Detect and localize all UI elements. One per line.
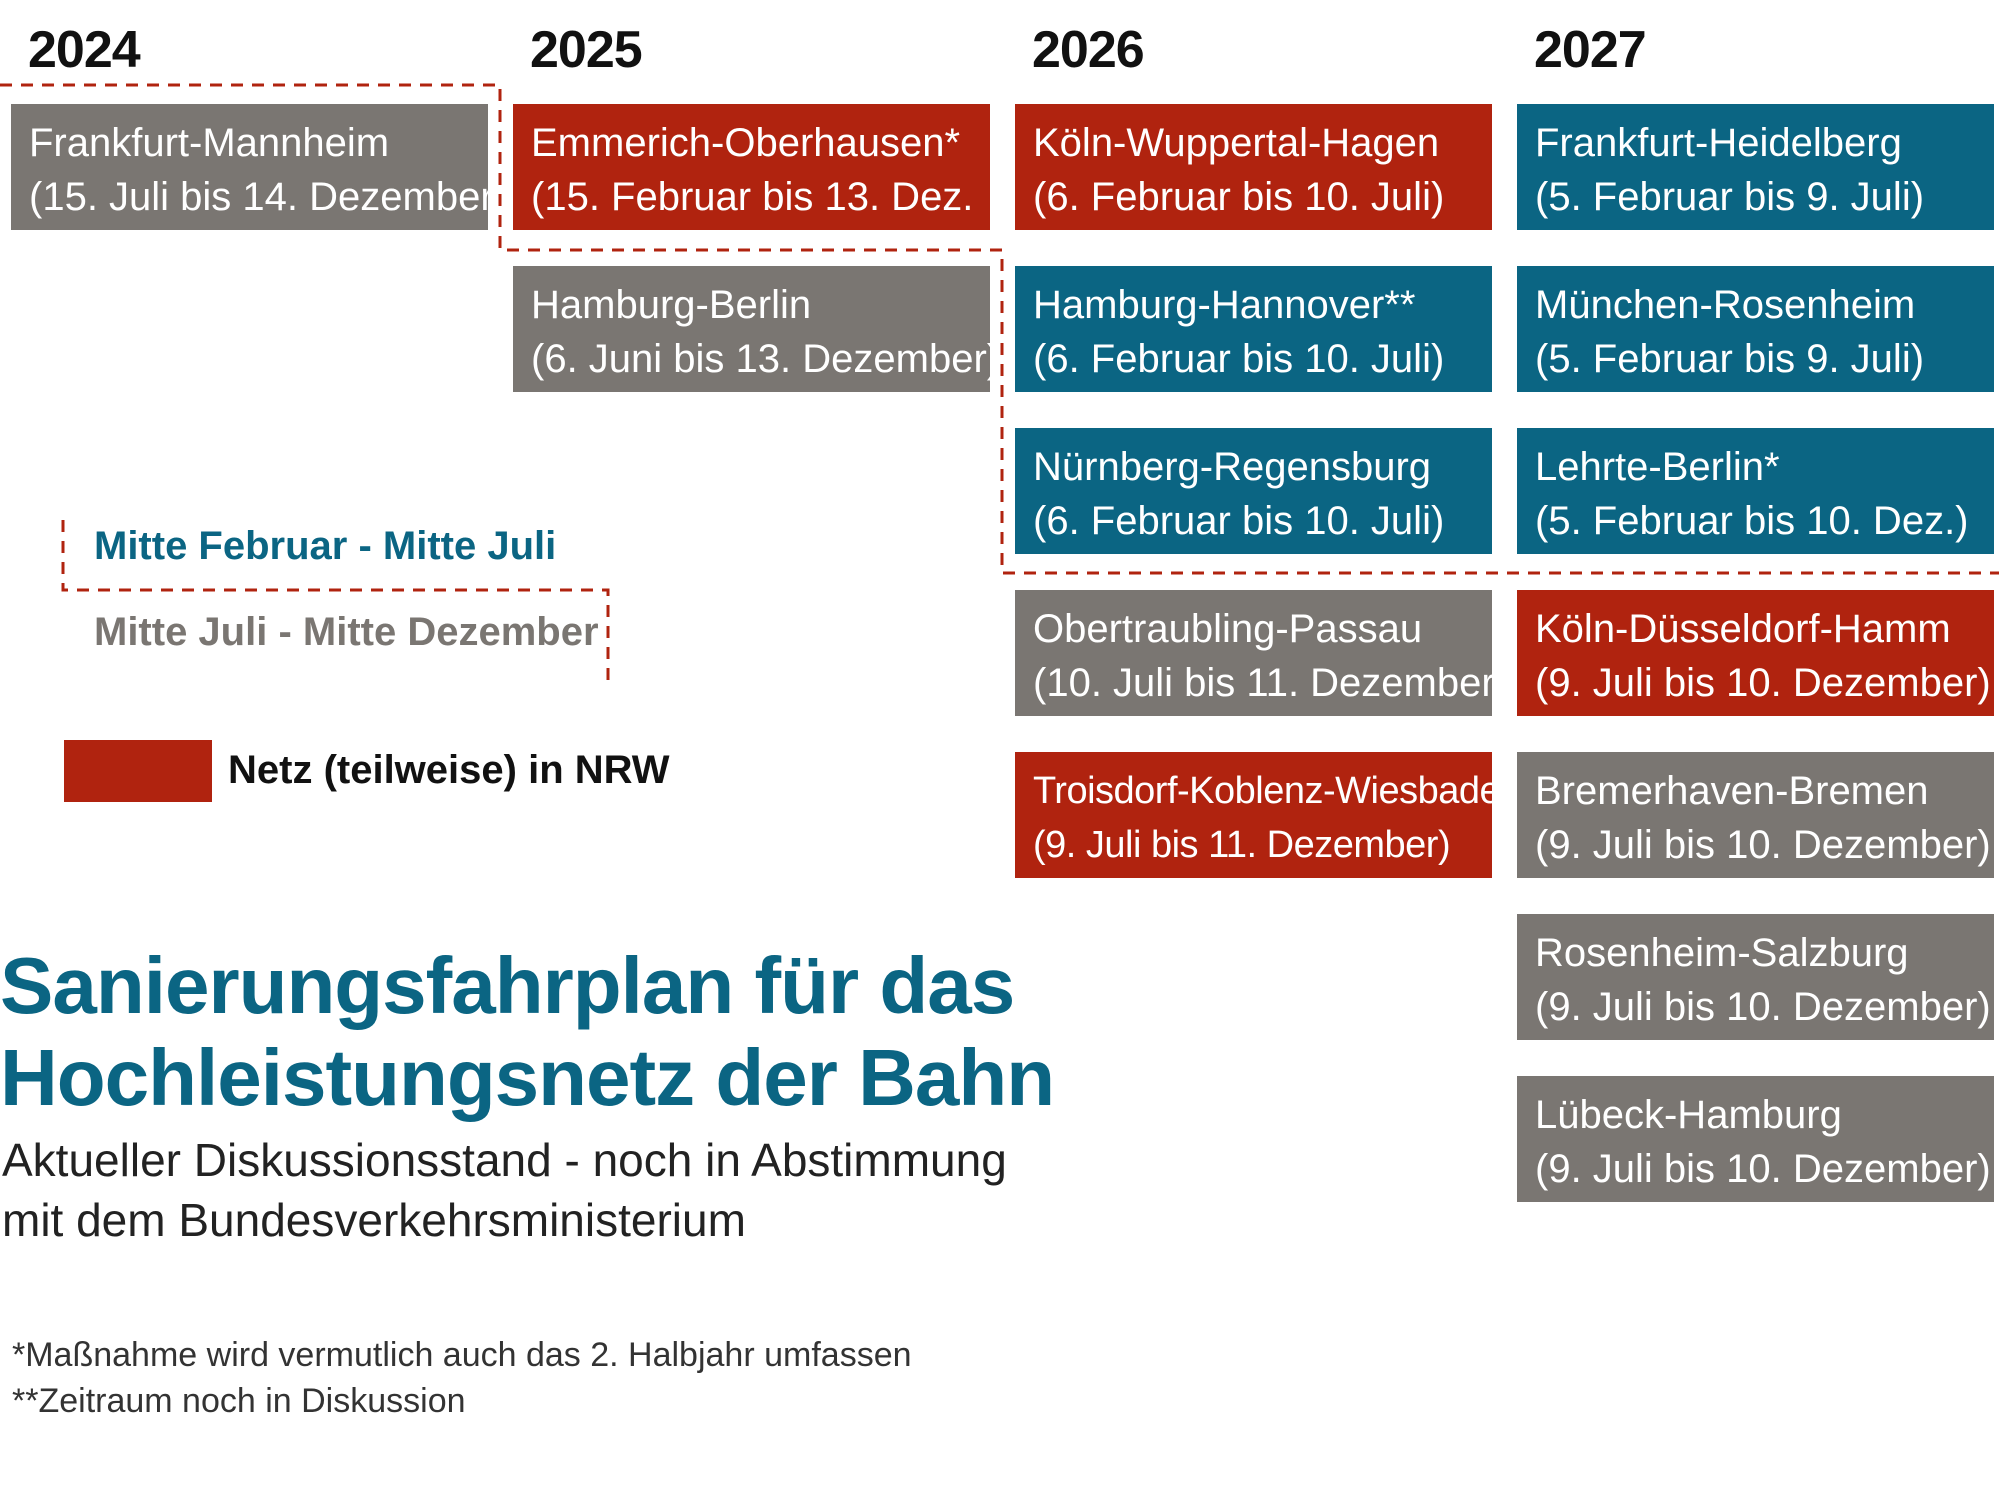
route-period: (15. Februar bis 13. Dez. xyxy=(531,175,974,219)
route-name: Troisdorf-Koblenz-Wiesbaden xyxy=(1033,770,1492,812)
legend-nrw-swatch xyxy=(64,740,212,802)
footnote-2: **Zeitraum noch in Diskussion xyxy=(12,1382,466,1420)
route-period: (15. Juli bis 14. Dezember) xyxy=(29,175,488,219)
route-box: Frankfurt-Mannheim (15. Juli bis 14. Dez… xyxy=(11,104,488,230)
route-period: (6. Februar bis 10. Juli) xyxy=(1033,337,1445,381)
page-subtitle: Aktueller Diskussionsstand - noch in Abs… xyxy=(2,1130,1007,1250)
route-box: Troisdorf-Koblenz-Wiesbaden (9. Juli bis… xyxy=(1015,752,1492,878)
route-name: Frankfurt-Mannheim xyxy=(29,121,390,165)
route-box: Lehrte-Berlin* (5. Februar bis 10. Dez.) xyxy=(1517,428,1994,554)
route-name: Hamburg-Hannover** xyxy=(1033,283,1416,327)
route-period: (9. Juli bis 10. Dezember) xyxy=(1535,985,1991,1029)
route-name: Lübeck-Hamburg xyxy=(1535,1093,1842,1137)
route-period: (6. Februar bis 10. Juli) xyxy=(1033,499,1445,543)
route-period: (9. Juli bis 10. Dezember) xyxy=(1535,1147,1991,1191)
route-box: Frankfurt-Heidelberg (5. Februar bis 9. … xyxy=(1517,104,1994,230)
route-box: Köln-Wuppertal-Hagen (6. Februar bis 10.… xyxy=(1015,104,1492,230)
route-period: (6. Juni bis 13. Dezember) xyxy=(531,337,990,381)
route-period: (5. Februar bis 9. Juli) xyxy=(1535,337,1925,381)
route-name: Lehrte-Berlin* xyxy=(1535,445,1780,489)
route-box: Hamburg-Berlin (6. Juni bis 13. Dezember… xyxy=(513,266,990,392)
route-box: Emmerich-Oberhausen* (15. Februar bis 13… xyxy=(513,104,990,230)
route-period: (10. Juli bis 11. Dezember) xyxy=(1033,661,1492,705)
route-box: Rosenheim-Salzburg (9. Juli bis 10. Deze… xyxy=(1517,914,1994,1040)
route-box: Bremerhaven-Bremen (9. Juli bis 10. Deze… xyxy=(1517,752,1994,878)
title-line-1: Sanierungsfahrplan für das xyxy=(0,941,1015,1030)
year-2026: 2026 xyxy=(1032,21,1145,79)
legend-second-half: Mitte Juli - Mitte Dezember xyxy=(94,610,599,654)
route-name: Hamburg-Berlin xyxy=(531,283,812,327)
page-title: Sanierungsfahrplan für das Hochleistungs… xyxy=(0,940,1055,1124)
route-period: (5. Februar bis 10. Dez.) xyxy=(1535,499,1969,543)
route-box: Obertraubling-Passau (10. Juli bis 11. D… xyxy=(1015,590,1492,716)
route-box: Nürnberg-Regensburg (6. Februar bis 10. … xyxy=(1015,428,1492,554)
route-period: (9. Juli bis 10. Dezember) xyxy=(1535,661,1991,705)
route-box: Lübeck-Hamburg (9. Juli bis 10. Dezember… xyxy=(1517,1076,1994,1202)
route-name: Bremerhaven-Bremen xyxy=(1535,769,1929,813)
route-name: Emmerich-Oberhausen* xyxy=(531,121,961,165)
footnotes: *Maßnahme wird vermutlich auch das 2. Ha… xyxy=(12,1332,912,1424)
route-box: München-Rosenheim (5. Februar bis 9. Jul… xyxy=(1517,266,1994,392)
route-period: (5. Februar bis 9. Juli) xyxy=(1535,175,1925,219)
route-name: Köln-Wuppertal-Hagen xyxy=(1033,121,1440,165)
subtitle-line-1: Aktueller Diskussionsstand - noch in Abs… xyxy=(2,1134,1007,1186)
legend-first-half: Mitte Februar - Mitte Juli xyxy=(94,524,557,568)
footnote-1: *Maßnahme wird vermutlich auch das 2. Ha… xyxy=(12,1336,912,1374)
route-name: Nürnberg-Regensburg xyxy=(1033,445,1432,489)
year-2027: 2027 xyxy=(1534,21,1647,79)
title-line-2: Hochleistungsnetz der Bahn xyxy=(0,1033,1055,1122)
route-name: Rosenheim-Salzburg xyxy=(1535,931,1909,975)
route-box: Köln-Düsseldorf-Hamm (9. Juli bis 10. De… xyxy=(1517,590,1994,716)
year-2024: 2024 xyxy=(28,21,141,79)
route-period: (9. Juli bis 10. Dezember) xyxy=(1535,823,1991,867)
year-2025: 2025 xyxy=(530,21,643,79)
route-period: (9. Juli bis 11. Dezember) xyxy=(1033,824,1451,866)
subtitle-line-2: mit dem Bundesverkehrsministerium xyxy=(2,1194,746,1246)
legend-nrw: Netz (teilweise) in NRW xyxy=(228,748,670,792)
route-name: Köln-Düsseldorf-Hamm xyxy=(1535,607,1951,651)
route-name: Frankfurt-Heidelberg xyxy=(1535,121,1902,165)
route-name: Obertraubling-Passau xyxy=(1033,607,1423,651)
route-period: (6. Februar bis 10. Juli) xyxy=(1033,175,1445,219)
route-name: München-Rosenheim xyxy=(1535,283,1916,327)
route-box: Hamburg-Hannover** (6. Februar bis 10. J… xyxy=(1015,266,1492,392)
